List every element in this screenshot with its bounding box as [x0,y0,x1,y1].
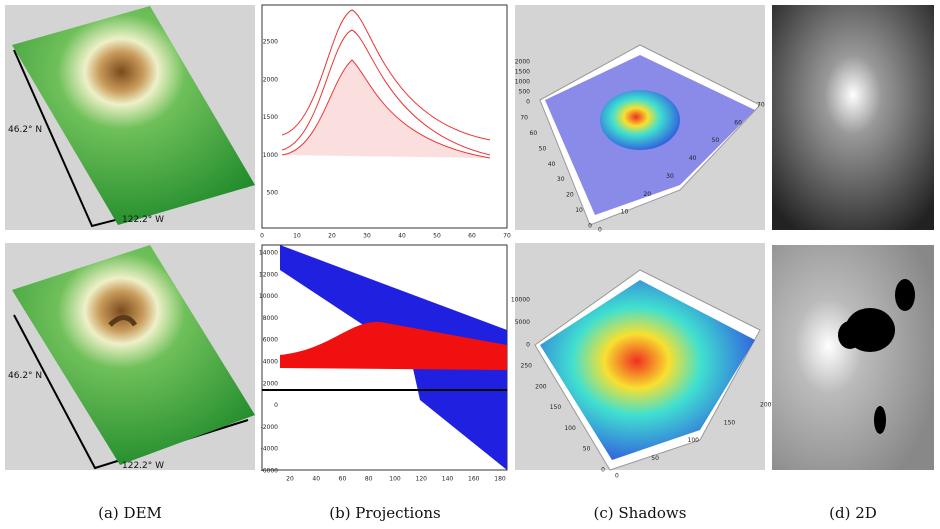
y-tick-label: 14000 [259,250,278,257]
y-tick-label: 500 [267,190,279,197]
y-tick-label: -2000 [261,424,279,431]
x-tick-label: 20 [328,233,336,240]
x-tick-label: 80 [365,476,373,483]
y-axis-tick-label: 10 [575,207,583,214]
y-axis-tick-label: 0 [588,223,592,230]
x-tick-label: 60 [339,476,347,483]
x-tick-label: 100 [389,476,401,483]
x-tick-label: 70 [503,233,511,240]
z-tick-label: 500 [519,89,531,96]
caption: (a) DEM [98,504,162,522]
x-tick-label: 20 [286,476,294,483]
y-tick-label: 0 [274,402,278,409]
x-axis-tick-label: 60 [734,119,742,126]
z-tick-label: 2000 [515,59,530,66]
y-axis-tick-label: 250 [521,363,533,370]
x-axis-tick-label: 70 [757,102,765,109]
y-tick-label: 4000 [263,359,278,366]
y-tick-label: 10000 [259,293,278,300]
y-axis-tick-label: 200 [535,383,547,390]
x-axis-tick-label: 100 [688,437,700,444]
latitude-label: 46.2° N [8,371,42,381]
z-tick-label: 10000 [511,297,530,304]
x-tick-label: 160 [468,476,480,483]
x-tick-label: 0 [260,233,264,240]
x-axis-tick-label: 200 [760,402,772,409]
y-tick-label: -4000 [261,446,279,453]
y-tick-label: 2000 [263,76,278,83]
x-axis-tick-label: 10 [621,209,629,216]
z-tick-label: 1000 [515,79,530,86]
x-tick-label: 10 [293,233,301,240]
x-tick-label: 120 [416,476,428,483]
caption: (c) Shadows [594,504,687,522]
x-axis-tick-label: 40 [689,155,697,162]
y-tick-label: 1000 [263,152,278,159]
x-axis-tick-label: 50 [712,137,720,144]
x-tick-label: 50 [433,233,441,240]
x-axis-tick-label: 50 [651,455,659,462]
y-tick-label: 2500 [263,39,278,46]
y-axis-tick-label: 50 [539,145,547,152]
figure: 46.2° N122.2° W5001000150020002500010203… [0,0,940,529]
y-tick-label: 12000 [259,271,278,278]
longitude-label: 122.2° W [122,215,164,225]
x-tick-label: 140 [442,476,454,483]
caption: (d) 2D [829,504,877,522]
x-axis-tick-label: 150 [724,419,736,426]
y-axis-tick-label: 30 [557,176,565,183]
x-tick-label: 60 [468,233,476,240]
z-tick-label: 0 [526,99,530,106]
x-tick-label: 30 [363,233,371,240]
y-axis-tick-label: 70 [520,115,528,122]
y-axis-tick-label: 40 [548,161,556,168]
y-axis-tick-label: 100 [564,425,576,432]
x-tick-label: 180 [494,476,506,483]
x-tick-label: 40 [398,233,406,240]
y-tick-label: 2000 [263,380,278,387]
caption: (b) Projections [329,504,441,522]
x-axis-tick-label: 0 [615,473,619,480]
y-axis-tick-label: 0 [601,467,605,474]
y-tick-label: 1500 [263,114,278,121]
y-tick-label: 6000 [263,337,278,344]
y-axis-tick-label: 60 [530,130,538,137]
z-tick-label: 0 [526,342,530,349]
latitude-label: 46.2° N [8,125,42,135]
x-axis-tick-label: 20 [643,191,651,198]
y-tick-label: 8000 [263,315,278,322]
x-axis-tick-label: 0 [598,227,602,234]
y-tick-label: -6000 [261,468,279,475]
x-tick-label: 40 [312,476,320,483]
longitude-label: 122.2° W [122,461,164,471]
two-d-images [772,5,934,470]
x-axis-tick-label: 30 [666,173,674,180]
y-axis-tick-label: 20 [566,192,574,199]
z-tick-label: 5000 [515,319,530,326]
z-tick-label: 1500 [515,69,530,76]
y-axis-tick-label: 50 [583,446,591,453]
y-axis-tick-label: 150 [550,404,562,411]
